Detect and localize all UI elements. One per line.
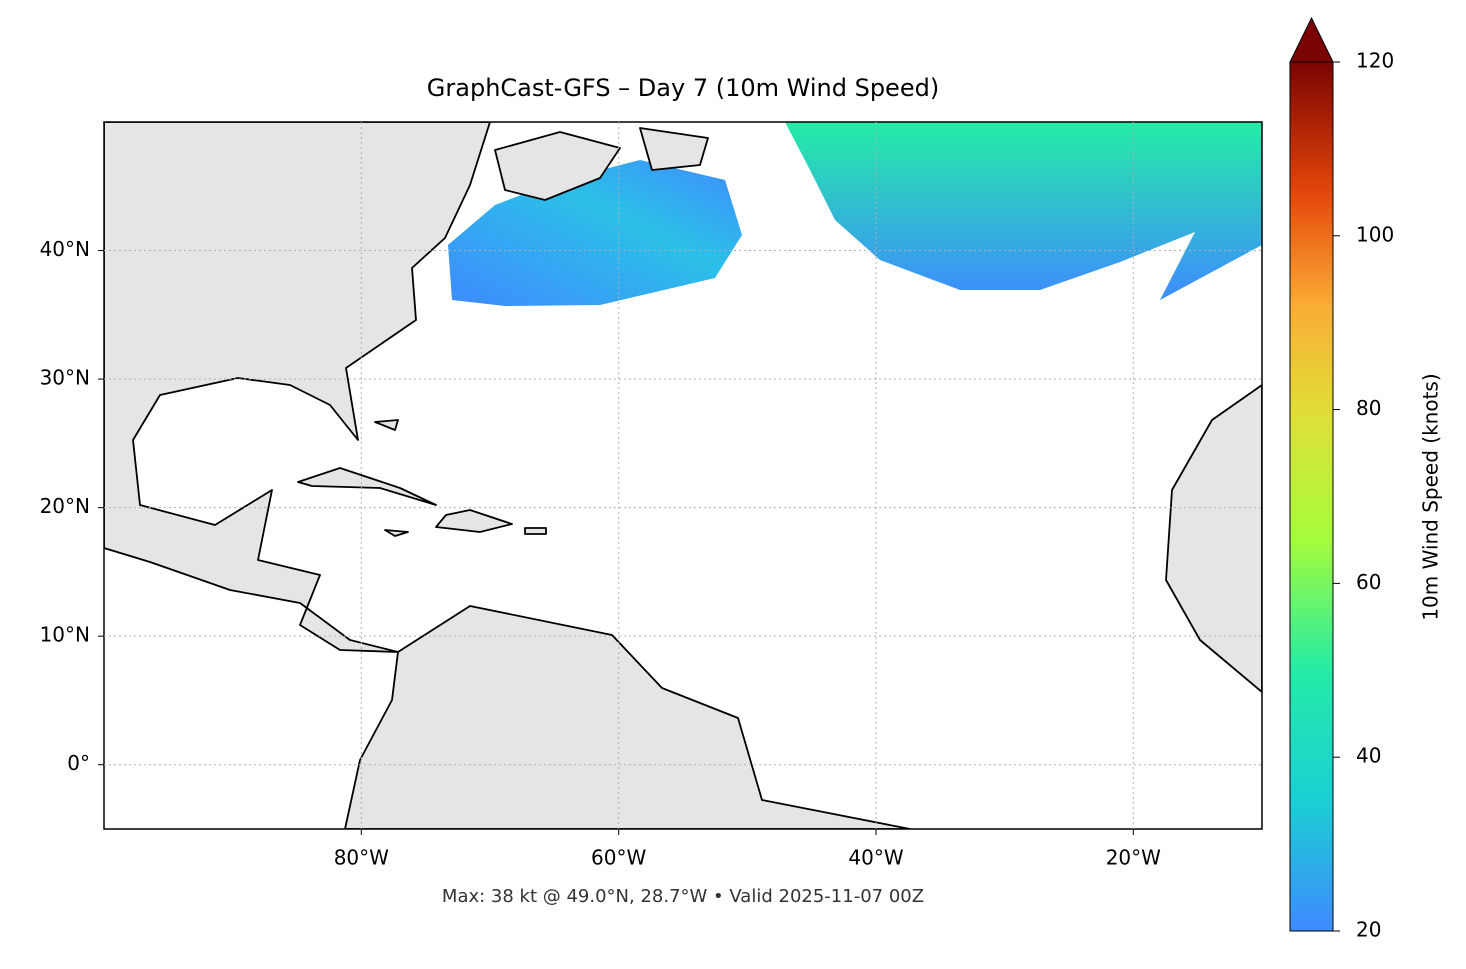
- land: [494, 131, 621, 201]
- x-tick-label: 20°W: [1106, 846, 1161, 870]
- land: [297, 467, 437, 506]
- axes-frame: [103, 121, 1263, 830]
- colorbar-tick-label: 120: [1356, 49, 1394, 73]
- land: [639, 127, 709, 171]
- wind-field: [448, 160, 742, 306]
- land: [374, 419, 399, 431]
- y-tick-label: 30°N: [40, 366, 90, 390]
- land: [1165, 384, 1262, 693]
- x-tick-label: 60°W: [591, 846, 646, 870]
- land: [435, 509, 513, 533]
- x-tick-label: 80°W: [334, 846, 389, 870]
- colorbar-tick-label: 40: [1356, 744, 1381, 768]
- colorbar-tick-label: 80: [1356, 396, 1381, 420]
- land: [104, 122, 491, 653]
- land: [344, 605, 911, 829]
- chart-title: GraphCast-GFS – Day 7 (10m Wind Speed): [427, 74, 939, 102]
- y-tick-label: 40°N: [40, 237, 90, 261]
- land: [384, 529, 409, 537]
- land: [524, 527, 547, 535]
- colorbar-tick-label: 60: [1356, 570, 1381, 594]
- y-tick-label: 20°N: [40, 494, 90, 518]
- y-tick-label: 10°N: [40, 623, 90, 647]
- colorbar: [1289, 61, 1334, 932]
- wind-field: [785, 122, 1262, 300]
- x-tick-label: 40°W: [848, 846, 903, 870]
- colorbar-label: 10m Wind Speed (knots): [1419, 373, 1443, 620]
- y-tick-label: 0°: [67, 751, 90, 775]
- colorbar-extension: [1289, 16, 1334, 63]
- annotation: Max: 38 kt @ 49.0°N, 28.7°W • Valid 2025…: [442, 886, 924, 907]
- colorbar-tick-label: 20: [1356, 918, 1381, 942]
- map: [104, 122, 1262, 829]
- colorbar-tick-label: 100: [1356, 222, 1394, 246]
